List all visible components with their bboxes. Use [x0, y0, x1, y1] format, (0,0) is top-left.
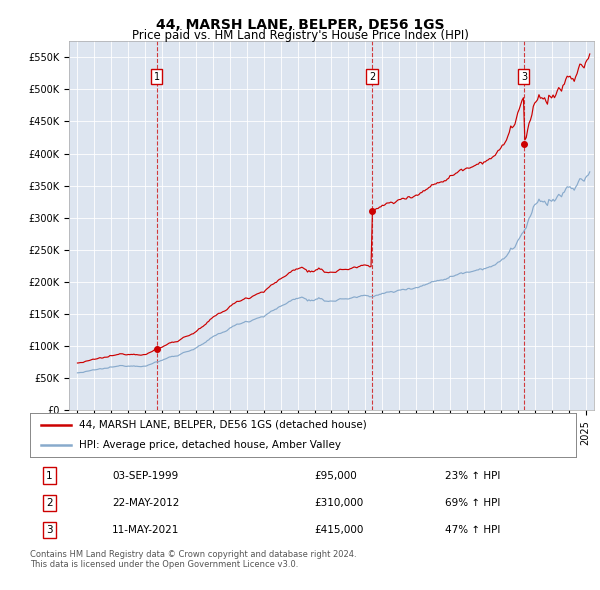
Text: £310,000: £310,000 — [314, 498, 363, 508]
Text: 69% ↑ HPI: 69% ↑ HPI — [445, 498, 500, 508]
Text: 47% ↑ HPI: 47% ↑ HPI — [445, 525, 500, 535]
Text: £95,000: £95,000 — [314, 471, 356, 481]
Text: 22-MAY-2012: 22-MAY-2012 — [112, 498, 179, 508]
Text: Contains HM Land Registry data © Crown copyright and database right 2024.
This d: Contains HM Land Registry data © Crown c… — [30, 550, 356, 569]
Text: 3: 3 — [521, 71, 527, 81]
Text: 1: 1 — [154, 71, 160, 81]
Text: 11-MAY-2021: 11-MAY-2021 — [112, 525, 179, 535]
Text: 2: 2 — [369, 71, 375, 81]
Text: 1: 1 — [46, 471, 52, 481]
Text: 2: 2 — [46, 498, 52, 508]
Text: HPI: Average price, detached house, Amber Valley: HPI: Average price, detached house, Ambe… — [79, 440, 341, 450]
Text: 03-SEP-1999: 03-SEP-1999 — [112, 471, 178, 481]
Text: 44, MARSH LANE, BELPER, DE56 1GS: 44, MARSH LANE, BELPER, DE56 1GS — [156, 18, 444, 32]
Text: Price paid vs. HM Land Registry's House Price Index (HPI): Price paid vs. HM Land Registry's House … — [131, 30, 469, 42]
Text: £415,000: £415,000 — [314, 525, 363, 535]
Text: 23% ↑ HPI: 23% ↑ HPI — [445, 471, 500, 481]
Text: 44, MARSH LANE, BELPER, DE56 1GS (detached house): 44, MARSH LANE, BELPER, DE56 1GS (detach… — [79, 420, 367, 430]
Text: 3: 3 — [46, 525, 52, 535]
